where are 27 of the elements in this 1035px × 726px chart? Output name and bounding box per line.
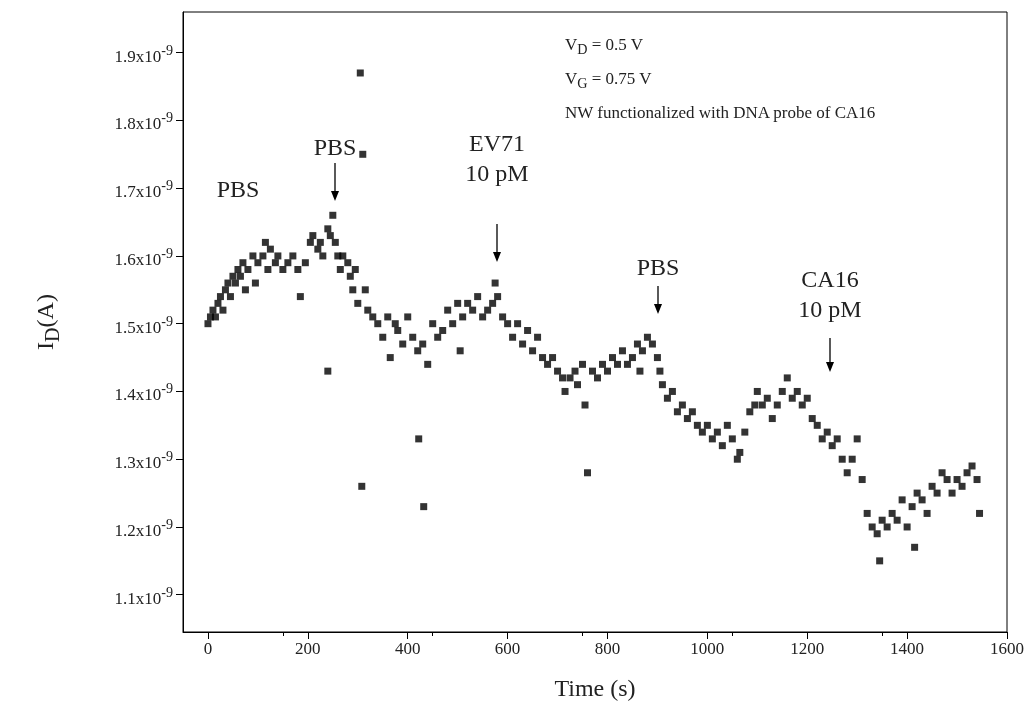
y-tick-label: 1.3x10$^{-9}$ (114, 448, 173, 474)
y-tick-label: 1.5x10$^{-9}$ (114, 312, 173, 338)
y-tick-label: 1.9x10$^{-9}$ (114, 41, 173, 67)
x-tick-label: 0 (203, 639, 213, 658)
x-tick-label: 1200 (790, 639, 825, 658)
y-tick-label: 1.7x10$^{-9}$ (114, 177, 173, 203)
annotation: PBS (313, 133, 357, 162)
x-axis-title: Time (s) (554, 675, 636, 701)
y-tick-label: 1.1x10$^{-9}$ (114, 583, 173, 609)
y-tick-label: 1.4x10$^{-9}$ (114, 380, 173, 406)
x-tick-label: 200 (295, 639, 321, 658)
annotation: CA16 10 pM (798, 265, 862, 324)
annotation: PBS (216, 175, 260, 204)
x-tick-label: 1400 (890, 639, 925, 658)
y-tick-label: 1.6x10$^{-9}$ (114, 244, 173, 270)
annotation: PBS (636, 253, 680, 282)
annotation: V$_{G}$ = 0.75 V (565, 68, 652, 94)
annotation: NW functionalized with DNA probe of CA16 (565, 102, 876, 124)
annotation: V$_{D}$ = 0.5 V (565, 34, 644, 60)
annotation: EV71 10 pM (465, 129, 529, 188)
y-tick-label: 1.8x10$^{-9}$ (114, 109, 173, 135)
x-tick-label: 1000 (690, 639, 725, 658)
y-tick-label: 1.2x10$^{-9}$ (114, 515, 173, 541)
x-tick-label: 400 (394, 639, 421, 658)
x-tick-label: 1600 (990, 639, 1024, 658)
x-tick-label: 600 (494, 639, 521, 658)
x-tick-label: 800 (594, 639, 621, 658)
